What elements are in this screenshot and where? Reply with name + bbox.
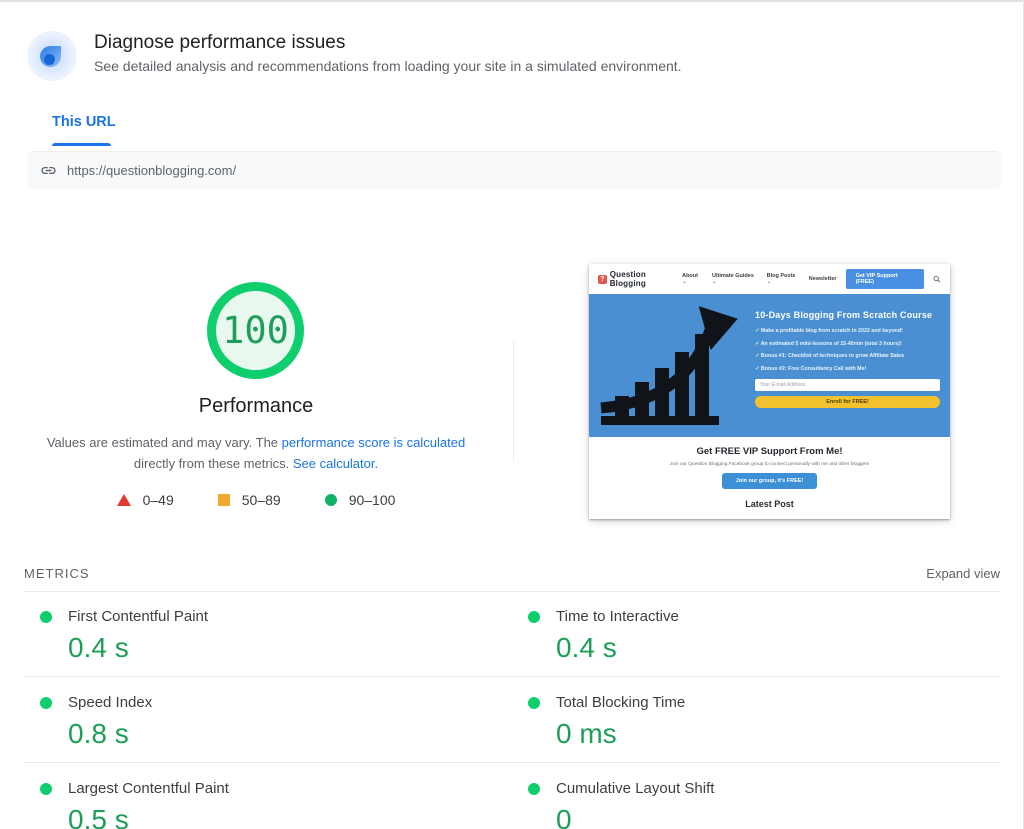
performance-score-value: 100 — [222, 309, 289, 352]
performance-score-gauge: 100 — [207, 282, 304, 379]
metric-name: First Contentful Paint — [68, 608, 209, 625]
mini-nav-guides: Ultimate Guides — [712, 273, 758, 285]
score-disclaimer: Values are estimated and may vary. The p… — [36, 432, 476, 474]
metric-name: Cumulative Layout Shift — [556, 780, 715, 797]
site-screenshot-thumbnail[interactable]: ? Question Blogging About Ultimate Guide… — [589, 264, 950, 519]
mini-nav-links: About Ultimate Guides Blog Posts Newslet… — [682, 269, 941, 289]
mini-search-icon — [933, 275, 941, 283]
mini-logo-text: Question Blogging — [609, 270, 646, 288]
mini-vip-subtitle: Join our Question Blogging Facebook grou… — [669, 462, 870, 467]
mini-nav-about: About — [682, 273, 703, 285]
mini-vip-title: Get FREE VIP Support From Me! — [696, 446, 843, 457]
url-text: https://questionblogging.com/ — [67, 163, 237, 178]
mini-hero-bullet: Bonus #2: Free Consultancy Call with Me! — [755, 366, 940, 372]
legend-range-label: 90–100 — [348, 492, 396, 508]
lighthouse-center-dot — [44, 54, 55, 65]
page-subtitle: See detailed analysis and recommendation… — [94, 58, 682, 74]
metric-name: Speed Index — [68, 694, 153, 711]
mini-enroll-button: Enroll for FREE! — [755, 395, 940, 408]
metric-value: 0 — [556, 804, 572, 829]
mini-hero-title: 10-Days Blogging From Scratch Course — [755, 310, 933, 320]
metric-pass-dot-icon — [528, 782, 540, 795]
pass-circle-icon — [324, 494, 337, 506]
mini-nav-newsletter: Newsletter — [808, 276, 837, 282]
see-calculator-link[interactable]: See calculator. — [292, 456, 379, 471]
metric-value: 0.5 s — [68, 804, 129, 829]
fail-triangle-icon — [116, 494, 131, 506]
metrics-row: First Contentful Paint 0.4 s Time to Int… — [24, 591, 1000, 677]
metric-cumulative-layout-shift: Cumulative Layout Shift 0 — [512, 763, 1000, 829]
metric-pass-dot-icon — [40, 782, 52, 795]
mini-latest-post-heading: Latest Post — [745, 499, 794, 509]
metric-pass-dot-icon — [528, 610, 540, 623]
mini-hero-section: 10-Days Blogging From Scratch Course Mak… — [589, 294, 950, 437]
metric-first-contentful-paint: First Contentful Paint 0.4 s — [24, 591, 512, 676]
metric-time-to-interactive: Time to Interactive 0.4 s — [512, 591, 1000, 676]
column-divider — [513, 340, 514, 462]
legend-item-pass: 90–100 — [324, 492, 396, 508]
metrics-header: METRICS Expand view — [24, 566, 1000, 592]
metric-pass-dot-icon — [528, 696, 540, 709]
mini-email-input: Your E-mail Address — [755, 378, 940, 391]
mini-nav-blog: Blog Posts — [767, 273, 800, 285]
mini-vip-section: Get FREE VIP Support From Me! Join our Q… — [589, 437, 950, 509]
metrics-row: Largest Contentful Paint 0.5 s Cumulativ… — [24, 763, 1000, 829]
score-legend: 0–49 50–89 90–100 — [36, 492, 476, 508]
mini-hero-content: 10-Days Blogging From Scratch Course Mak… — [747, 302, 940, 429]
metric-value: 0.4 s — [556, 632, 617, 663]
legend-item-average: 50–89 — [217, 492, 281, 508]
mini-site-logo: ? Question Blogging — [598, 270, 682, 288]
mini-site-navbar: ? Question Blogging About Ultimate Guide… — [589, 264, 950, 294]
expand-view-button[interactable]: Expand view — [926, 566, 1000, 581]
average-square-icon — [217, 494, 230, 506]
lighthouse-icon — [27, 31, 77, 81]
disclaimer-text-2: directly from these metrics. — [133, 456, 293, 471]
mini-vip-button: Join our group, it's FREE! — [721, 473, 818, 489]
metric-speed-index: Speed Index 0.8 s — [24, 677, 512, 762]
metric-name: Time to Interactive — [556, 608, 679, 625]
mini-hero-bullet: Bonus #1: Checklist of techniques to gro… — [755, 353, 940, 359]
link-icon — [41, 166, 56, 175]
score-calculation-link[interactable]: performance score is calculated — [281, 435, 466, 450]
mini-hero-bullets: Make a profitable blog from scratch in 2… — [755, 328, 940, 372]
page-title: Diagnose performance issues — [94, 32, 346, 53]
metric-pass-dot-icon — [40, 610, 52, 623]
metrics-row: Speed Index 0.8 s Total Blocking Time 0 … — [24, 677, 1000, 763]
metric-value: 0.4 s — [68, 632, 129, 663]
metric-total-blocking-time: Total Blocking Time 0 ms — [512, 677, 1000, 762]
tab-active-indicator — [52, 143, 111, 146]
mini-hero-bullet: An estimated 5 mini-lessons of 15-40min … — [755, 341, 940, 347]
metric-largest-contentful-paint: Largest Contentful Paint 0.5 s — [24, 763, 512, 829]
url-bar[interactable]: https://questionblogging.com/ — [28, 151, 1001, 189]
metric-pass-dot-icon — [40, 696, 52, 709]
metric-name: Largest Contentful Paint — [68, 780, 229, 797]
disclaimer-text: Values are estimated and may vary. The — [46, 435, 282, 450]
performance-label: Performance — [198, 395, 314, 417]
mini-nav-cta-button: Get VIP Support (FREE) — [845, 269, 925, 289]
mini-logo-icon: ? — [598, 274, 607, 284]
growth-chart-icon — [600, 306, 738, 425]
metrics-section-label: METRICS — [24, 566, 90, 581]
metric-name: Total Blocking Time — [556, 694, 686, 711]
metric-value: 0.8 s — [68, 718, 129, 749]
tab-this-url[interactable]: This URL — [52, 114, 116, 130]
legend-range-label: 0–49 — [142, 492, 174, 508]
legend-range-label: 50–89 — [241, 492, 281, 508]
metric-value: 0 ms — [556, 718, 617, 749]
legend-item-fail: 0–49 — [116, 492, 174, 508]
mini-hero-bullet: Make a profitable blog from scratch in 2… — [755, 328, 940, 334]
metrics-grid: First Contentful Paint 0.4 s Time to Int… — [24, 591, 1000, 829]
